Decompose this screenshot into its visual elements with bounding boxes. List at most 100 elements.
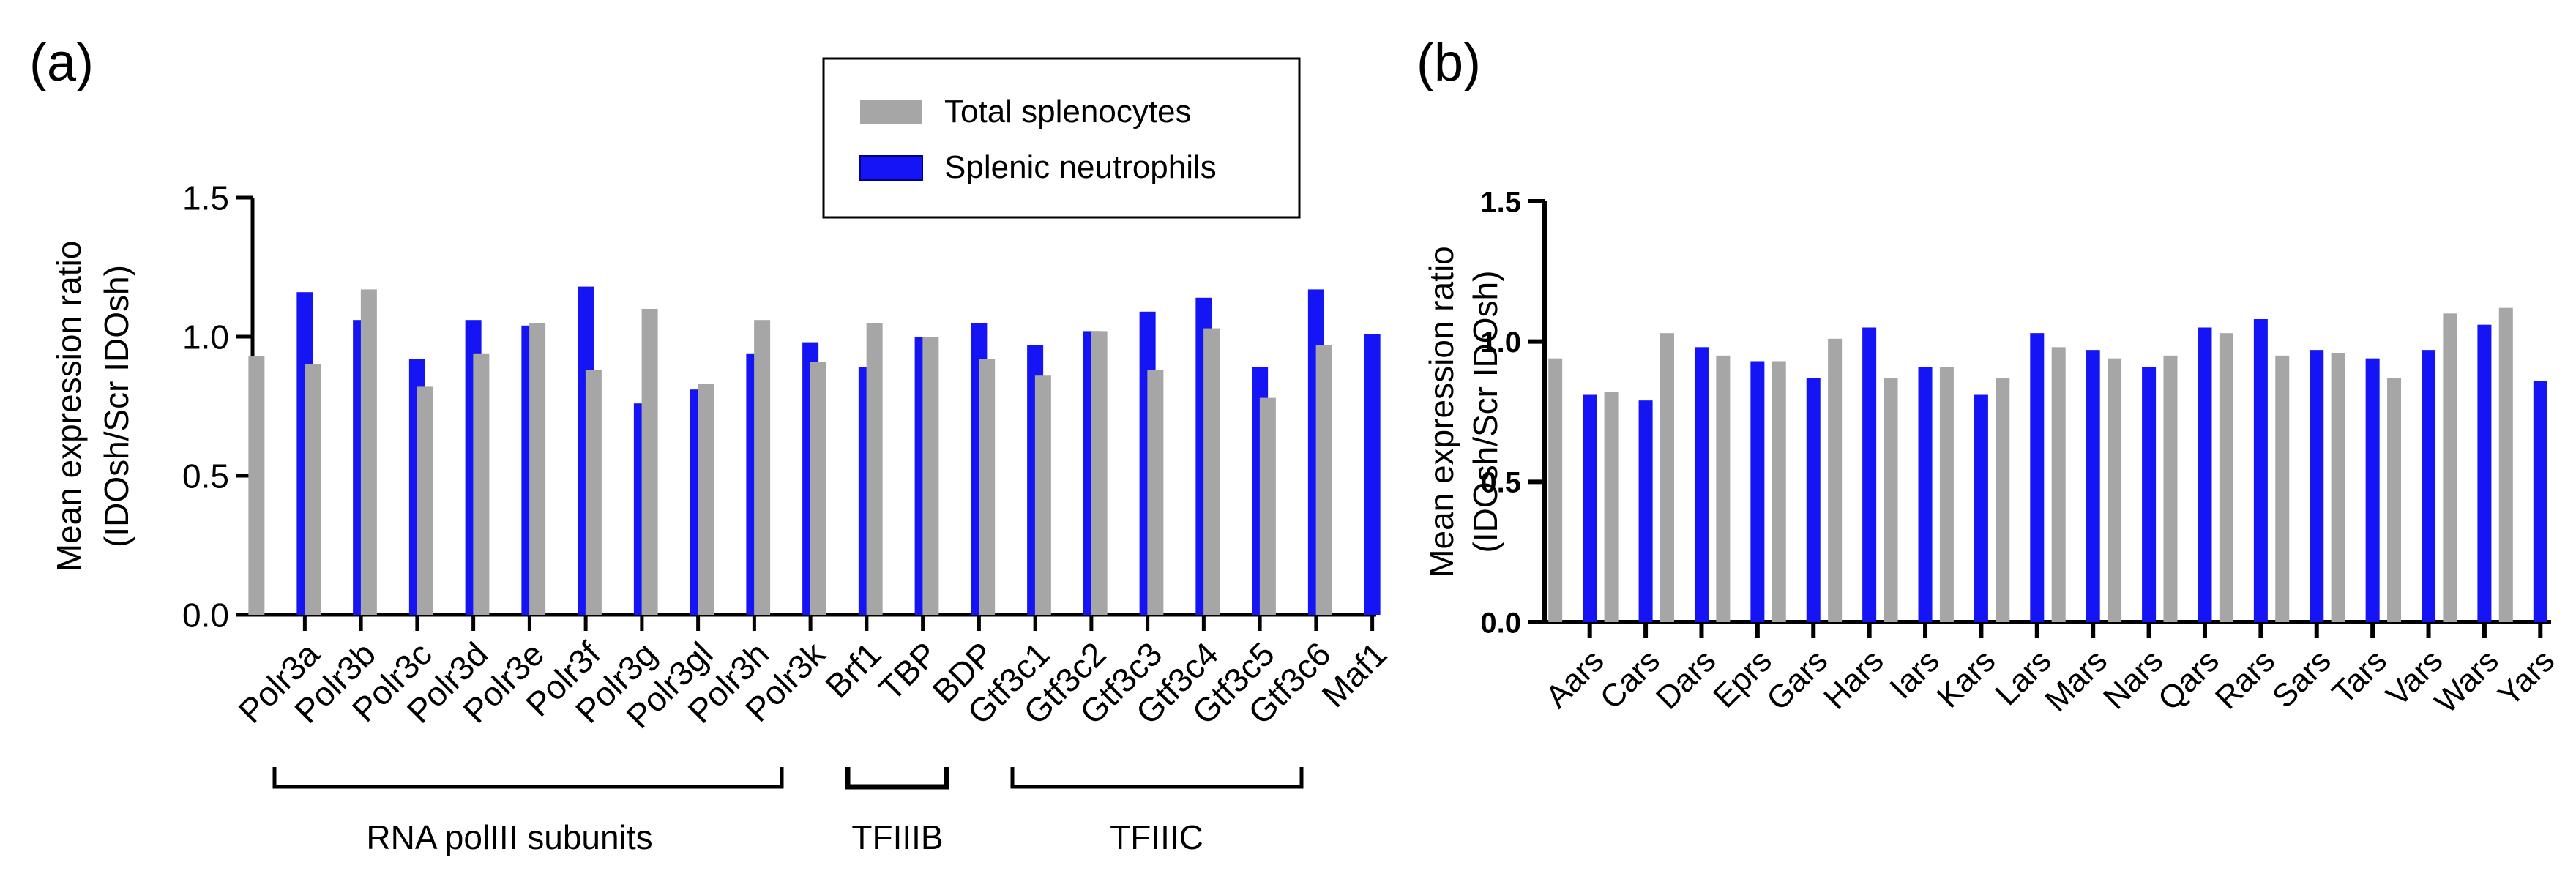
legend-box	[822, 57, 1301, 219]
y-axis-subtitle: (IDOsh/Scr IDOsh)	[97, 265, 135, 547]
group-bracket-tfiiib	[845, 767, 949, 790]
group-label-rna-polIII-subunits: RNA polIII subunits	[366, 818, 652, 856]
bar-splenic-neutrophils-aars	[1583, 394, 1597, 622]
bar-total-splenocytes-polr3d	[417, 386, 433, 615]
group-annotations: RNA polIII subunits TFIIIB TFIIIC	[272, 767, 1304, 856]
y-tick-label: 1.5	[182, 179, 229, 217]
bar-total-splenocytes-dars	[1660, 333, 1674, 622]
bar-splenic-neutrophils-cars	[1638, 400, 1653, 622]
bar-total-splenocytes-iars	[1884, 378, 1898, 622]
bar-splenic-neutrophils-dars	[1694, 347, 1709, 622]
bar-splenic-neutrophils-rars	[2253, 319, 2268, 622]
bar-total-splenocytes-polr3b	[305, 364, 321, 615]
x-tick-label-qars: Qars	[2151, 643, 2226, 717]
bar-total-splenocytes-nars	[2108, 358, 2122, 622]
y-tick-label: 0.0	[182, 596, 229, 635]
bar-total-splenocytes-polr3f	[529, 323, 546, 615]
y-tick-label: 1.0	[182, 318, 229, 356]
bar-total-splenocytes-qars	[2163, 355, 2178, 622]
bar-total-splenocytes-sars	[2275, 355, 2290, 622]
x-tick-label-wars: Wars	[2428, 643, 2506, 720]
panel-label-b: (b)	[1416, 34, 1481, 92]
x-tick-label-gars: Gars	[1760, 643, 1834, 717]
y-tick-label: 0.5	[1480, 467, 1521, 499]
x-tick-label-nars: Nars	[2097, 643, 2170, 716]
x-tick-label-brf1: Brf1	[818, 635, 888, 705]
bar-splenic-neutrophils-yars	[2533, 381, 2547, 622]
legend-label-total-splenocytes: Total splenocytes	[944, 94, 1192, 130]
y-axis-title: Mean expression ratio	[1422, 246, 1460, 577]
bar-total-splenocytes-bdp	[922, 337, 939, 615]
bar-total-splenocytes-rars	[2219, 333, 2233, 622]
bar-total-splenocytes-kars	[1939, 367, 1954, 622]
chart-panel-a: 0.0 0.5 1.0 1.5 Mean expression ratio (IDOsh/…	[50, 179, 1394, 736]
bar-total-splenocytes-maf1	[1315, 345, 1332, 615]
bar-splenic-neutrophils-lars	[2030, 333, 2045, 622]
bar-splenic-neutrophils-qars	[2198, 327, 2212, 622]
x-tick-label-aars: Aars	[1539, 643, 1611, 715]
x-tick-label-mars: Mars	[2038, 643, 2114, 719]
bar-total-splenocytes-hars	[1828, 338, 1843, 622]
bar-total-splenocytes-polr3c	[360, 289, 377, 615]
bar-total-splenocytes-gtf3c1	[979, 359, 996, 615]
bar-splenic-neutrophils-tars	[2365, 358, 2380, 622]
bar-total-splenocytes-vars	[2387, 378, 2402, 622]
bar-splenic-neutrophils-wars	[2477, 324, 2492, 622]
x-tick-label-rars: Rars	[2209, 643, 2282, 716]
x-tick-label-tbp: TBP	[871, 635, 944, 708]
bar-total-splenocytes-eprs	[1716, 355, 1731, 622]
bar-splenic-neutrophils-nars	[2142, 367, 2157, 622]
bar-splenic-neutrophils-sars	[2310, 350, 2324, 622]
bar-splenic-neutrophils-iars	[1918, 367, 1933, 622]
bar-total-splenocytes-gtf3c6	[1259, 397, 1276, 615]
bar-total-splenocytes-tbp	[866, 323, 883, 615]
bar-splenic-neutrophils-vars	[2422, 350, 2436, 622]
bar-total-splenocytes-polr3a	[248, 356, 265, 615]
bar-splenic-neutrophils-hars	[1862, 327, 1877, 622]
bar-total-splenocytes-tars	[2331, 353, 2345, 622]
y-tick-label: 0.5	[182, 457, 229, 495]
x-tick-label-yars: Yars	[2491, 643, 2561, 713]
bar-total-splenocytes-gtf3c2	[1034, 375, 1051, 615]
bar-total-splenocytes-wars	[2443, 313, 2457, 622]
bar-total-splenocytes-polr3gl	[641, 309, 658, 615]
group-bracket-rna-polIII-subunits	[272, 767, 784, 789]
bar-total-splenocytes-gtf3c3	[1091, 331, 1108, 615]
y-tick-label: 0.0	[1480, 607, 1521, 639]
y-axis-title: Mean expression ratio	[50, 241, 88, 572]
group-label-tfiiic: TFIIIC	[1110, 818, 1203, 856]
bar-total-splenocytes-polr3k	[754, 320, 771, 615]
bar-total-splenocytes-aars	[1548, 358, 1563, 622]
panel-label-a: (a)	[29, 34, 94, 92]
bar-total-splenocytes-yars	[2498, 307, 2513, 622]
bar-total-splenocytes-mars	[2051, 347, 2066, 622]
y-tick-label: 1.5	[1480, 186, 1521, 218]
bar-splenic-neutrophils-gars	[1806, 378, 1821, 622]
bar-total-splenocytes-polr3g	[585, 370, 602, 615]
bar-total-splenocytes-polr3h	[698, 384, 714, 615]
bar-splenic-neutrophils-kars	[1974, 394, 1988, 622]
bar-total-splenocytes-cars	[1604, 392, 1619, 622]
bar-total-splenocytes-gars	[1772, 361, 1786, 622]
x-tick-label-tars: Tars	[2326, 643, 2394, 711]
bar-splenic-neutrophils-eprs	[1750, 361, 1765, 622]
bar-total-splenocytes-brf1	[810, 362, 826, 615]
x-tick-label-hars: Hars	[1817, 643, 1890, 716]
y-axis-subtitle: (IDOsh/Scr IDOsh)	[1466, 271, 1504, 553]
x-tick-label-eprs: Eprs	[1706, 643, 1779, 715]
bar-splenic-neutrophils-mars	[2086, 350, 2100, 622]
bar-total-splenocytes-gtf3c4	[1147, 370, 1164, 615]
legend-swatch-splenic-neutrophils	[859, 155, 923, 181]
x-tick-label-sars: Sars	[2266, 643, 2338, 715]
chart-panel-b: 0.0 0.5 1.0 1.5 Mean expression ratio (IDOsh/…	[1422, 186, 2561, 720]
bar-total-splenocytes-polr3e	[473, 353, 490, 615]
x-tick-label-maf1: Maf1	[1314, 635, 1394, 714]
bar-total-splenocytes-gtf3c5	[1203, 328, 1220, 615]
legend-swatch-total-splenocytes	[860, 100, 922, 124]
x-tick-label-dars: Dars	[1649, 643, 1722, 716]
y-tick-label: 1.0	[1480, 326, 1521, 359]
legend: Total splenocytes Splenic neutrophils	[822, 57, 1301, 219]
legend-label-splenic-neutrophils: Splenic neutrophils	[944, 149, 1217, 185]
bar-splenic-neutrophils-maf1	[1364, 334, 1381, 615]
bar-total-splenocytes-lars	[1996, 378, 2010, 622]
